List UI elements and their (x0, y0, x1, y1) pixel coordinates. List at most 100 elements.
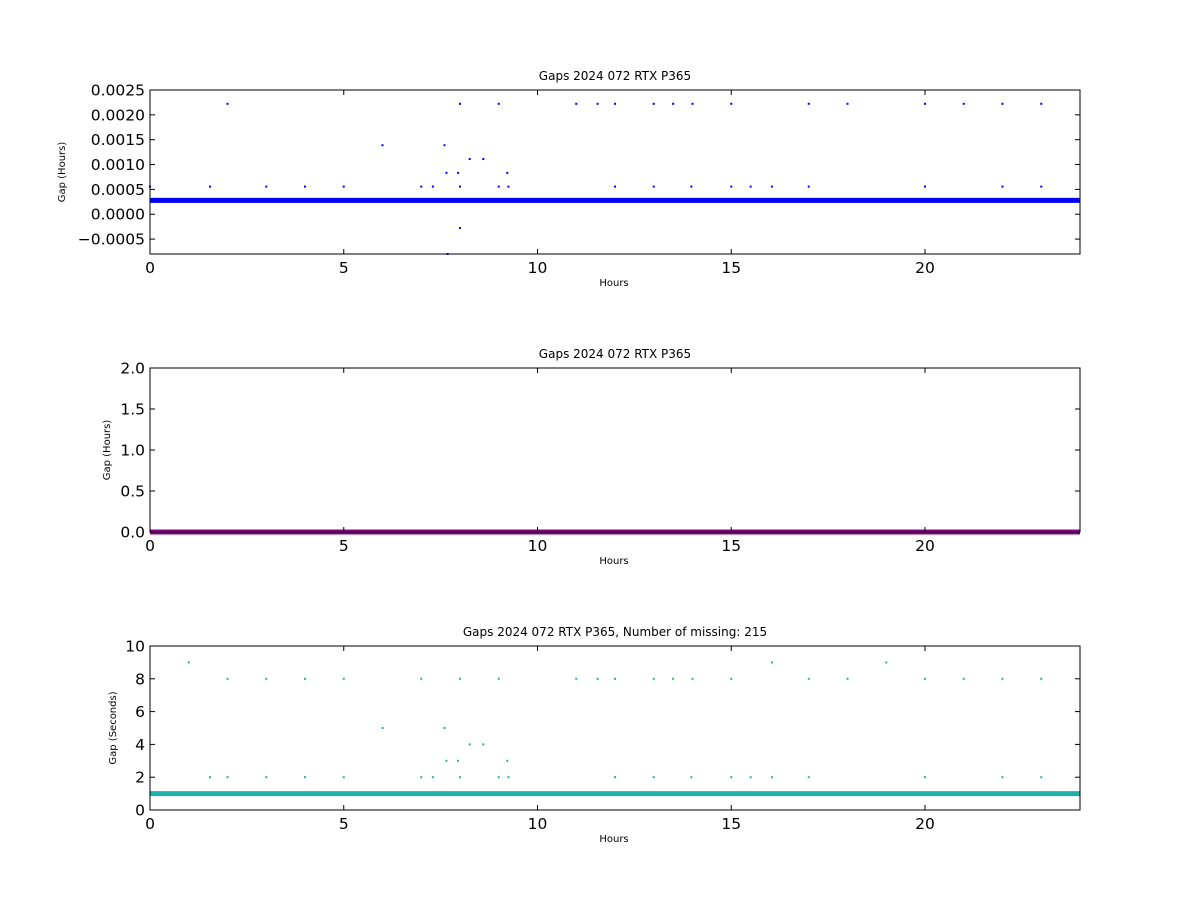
panel-1-ticks: 0 5 10 15 20 −0.0005 0.0000 0.0005 0.0010 0.0015 0… (78, 82, 1080, 277)
data-point (924, 185, 926, 188)
data-point (431, 185, 434, 188)
data-point (381, 727, 384, 729)
data-point (1001, 102, 1004, 105)
data-point (846, 677, 849, 680)
data-point (506, 171, 509, 174)
data-point (730, 102, 733, 105)
data-point (690, 185, 693, 188)
x-tick-label: 15 (721, 537, 741, 555)
data-point (431, 776, 434, 779)
data-point (807, 185, 810, 188)
data-point (497, 776, 500, 779)
y-tick-label: −0.0005 (78, 231, 145, 249)
y-tick-label: 0.0020 (91, 106, 145, 124)
y-tick-label: 0.5 (120, 483, 145, 501)
data-point (691, 677, 694, 680)
y-tick-label: 1.5 (120, 401, 145, 419)
panel-3: Gaps 2024 072 RTX P365, Number of missin… (108, 625, 1081, 845)
y-tick-label: 0.0005 (91, 181, 145, 199)
data-point (749, 185, 752, 188)
data-point (304, 185, 306, 188)
panel-1-marks (149, 102, 1080, 255)
data-point (226, 776, 229, 779)
panel-2-title: Gaps 2024 072 RTX P365 (539, 347, 691, 361)
data-point (924, 102, 926, 105)
data-point (1040, 102, 1043, 105)
data-point (420, 677, 423, 680)
data-point (652, 677, 655, 680)
data-point (497, 102, 500, 105)
data-point (1001, 776, 1004, 779)
data-point (1040, 776, 1043, 779)
data-point (652, 776, 655, 779)
data-point (596, 102, 599, 105)
data-point (730, 185, 733, 188)
data-point (652, 185, 655, 188)
data-point (962, 677, 965, 680)
data-point (265, 677, 268, 680)
panel-2-ylabel: Gap (Hours) (102, 420, 113, 481)
data-point (457, 171, 460, 174)
panel-1-ylabel: Gap (Hours) (57, 142, 68, 203)
y-tick-label: 1.0 (120, 442, 145, 460)
y-tick-label: 0.0000 (91, 206, 145, 224)
data-point (652, 102, 655, 105)
data-point (614, 677, 616, 680)
data-point (846, 102, 849, 105)
x-tick-label: 15 (721, 259, 741, 277)
data-point (924, 776, 926, 779)
x-tick-label: 20 (915, 815, 935, 833)
data-point (304, 776, 306, 779)
data-point (1001, 677, 1004, 680)
data-point (468, 158, 471, 161)
data-point (962, 102, 965, 105)
x-tick-label: 10 (528, 259, 548, 277)
data-point (691, 102, 694, 105)
panel-3-ticks: 0 5 10 15 20 0 2 4 6 8 10 (125, 638, 1080, 833)
data-point (506, 759, 509, 762)
data-point (575, 102, 578, 105)
y-tick-label: 0.0025 (91, 82, 145, 100)
data-point (497, 185, 500, 188)
data-point (342, 185, 345, 188)
data-point (614, 102, 616, 105)
y-tick-label: 6 (135, 703, 145, 721)
panel-2-frame (149, 367, 1081, 533)
data-point (614, 776, 616, 779)
panel-1-title: Gaps 2024 072 RTX P365 (539, 69, 691, 83)
data-point (575, 677, 578, 680)
panel-3-frame (149, 645, 1081, 811)
data-point (807, 102, 810, 105)
data-point (1040, 185, 1043, 188)
data-point (885, 661, 888, 664)
data-point (482, 158, 485, 161)
data-point (507, 185, 510, 188)
x-tick-label: 20 (915, 537, 935, 555)
panel-3-title: Gaps 2024 072 RTX P365, Number of missin… (463, 625, 767, 639)
y-tick-label: 4 (135, 736, 145, 754)
data-point (459, 102, 461, 105)
x-tick-label: 0 (145, 259, 155, 277)
data-point (265, 776, 268, 779)
data-point (690, 776, 693, 779)
data-point (507, 776, 510, 779)
data-point (770, 185, 773, 188)
data-point (226, 677, 229, 680)
data-point (187, 661, 190, 664)
x-tick-label: 10 (528, 815, 548, 833)
data-point (672, 677, 675, 680)
data-point (807, 677, 810, 680)
data-point (1001, 185, 1004, 188)
panel-2-xlabel: Hours (599, 556, 628, 567)
data-point (730, 677, 733, 680)
x-tick-label: 0 (145, 815, 155, 833)
data-point (445, 759, 448, 762)
data-point (457, 759, 460, 762)
x-tick-label: 5 (339, 815, 349, 833)
y-tick-label: 8 (135, 670, 145, 688)
data-point (209, 776, 212, 779)
x-tick-label: 20 (915, 259, 935, 277)
y-tick-label: 0.0015 (91, 131, 145, 149)
data-point (420, 185, 423, 188)
